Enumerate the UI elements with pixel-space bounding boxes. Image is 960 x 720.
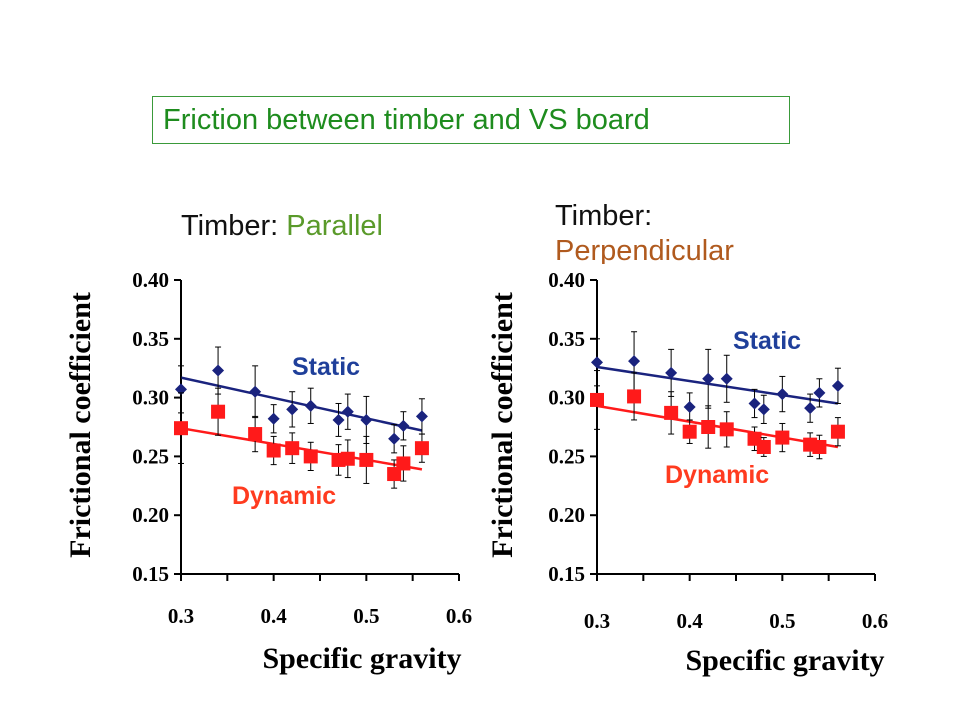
data-point: [702, 372, 715, 385]
data-point: [775, 430, 790, 445]
data-point: [397, 419, 410, 432]
slide-title: Friction between timber and VS board: [152, 96, 790, 144]
data-point: [340, 451, 355, 466]
y-tick-label: 0.40: [548, 268, 585, 292]
x-tick-label: 0.6: [862, 609, 888, 633]
data-point: [776, 388, 789, 401]
data-point: [830, 424, 845, 439]
data-point: [804, 402, 817, 415]
data-point: [285, 441, 300, 456]
data-point: [304, 399, 317, 412]
data-point: [831, 379, 844, 392]
data-point: [591, 356, 603, 369]
data-point: [665, 366, 678, 379]
data-point: [701, 420, 716, 434]
y-tick-label: 0.30: [548, 386, 585, 410]
chart-panel-parallel: 0.15 0.20 0.25 0.30 0.35 0.40 0.3 0.4 0.5 0.6 Spec…: [64, 268, 472, 675]
y-tick-label: 0.25: [132, 444, 169, 468]
x-axis-label: Specific gravity: [262, 642, 461, 675]
x-tick-label: 0.3: [168, 604, 194, 628]
data-point: [286, 403, 299, 416]
data-point: [757, 403, 770, 416]
y-tick-label: 0.20: [132, 503, 169, 527]
data-point: [360, 413, 373, 426]
right-caption-value: Perpendicular: [555, 235, 734, 264]
data-point: [359, 452, 374, 467]
data-point: [590, 392, 604, 407]
y-tick-label: 0.35: [132, 327, 169, 351]
data-point: [174, 421, 188, 436]
data-point: [388, 432, 401, 445]
y-tick-label: 0.25: [548, 444, 585, 468]
data-point: [249, 385, 262, 398]
dynamic-series-label: Dynamic: [232, 482, 336, 510]
static-series-label: Static: [292, 353, 360, 381]
data-point: [266, 443, 281, 458]
trend-line: [596, 365, 839, 405]
x-tick-label: 0.4: [261, 604, 288, 628]
data-point: [396, 456, 411, 471]
y-axis-label: Frictional coefficient: [486, 292, 519, 558]
data-point: [212, 364, 225, 377]
y-axis-label: Frictional coefficient: [64, 292, 97, 558]
left-caption-value: Parallel: [286, 210, 383, 242]
data-point: [683, 401, 696, 414]
trend-line: [180, 426, 423, 471]
data-point: [332, 413, 345, 426]
left-caption-prefix: Timber:: [181, 210, 287, 242]
y-tick-label: 0.35: [548, 327, 585, 351]
right-caption-prefix: Timber:: [555, 200, 653, 232]
data-point: [748, 397, 761, 410]
data-point: [303, 449, 318, 464]
data-point: [415, 410, 428, 423]
x-tick-label: 0.5: [353, 604, 379, 628]
data-point: [387, 467, 402, 482]
data-point: [414, 441, 429, 456]
y-tick-label: 0.15: [548, 562, 585, 586]
data-point: [211, 404, 226, 419]
series-static: [175, 346, 428, 454]
data-point: [175, 383, 187, 396]
trend-line: [596, 404, 839, 449]
y-tick-label: 0.30: [132, 386, 169, 410]
series-static: [591, 331, 844, 424]
x-tick-label: 0.6: [446, 604, 472, 628]
data-point: [341, 405, 354, 418]
dynamic-series-label: Dynamic: [665, 461, 769, 489]
x-tick-label: 0.5: [769, 609, 795, 633]
x-tick-label: 0.3: [584, 609, 610, 633]
trend-line: [180, 376, 423, 432]
data-point: [756, 439, 771, 454]
y-tick-label: 0.20: [548, 503, 585, 527]
left-panel-caption: Timber: Parallel: [181, 210, 383, 243]
data-point: [628, 355, 641, 368]
data-point: [627, 389, 642, 404]
right-panel-caption: Timber: Perpendicular: [555, 200, 765, 264]
chart-panel-perpendicular: 0.15 0.20 0.25 0.30 0.35 0.40 0.3 0.4 0.5 0.6 Spec…: [486, 268, 888, 677]
x-tick-label: 0.4: [677, 609, 704, 633]
data-point: [682, 424, 697, 439]
data-point: [720, 372, 733, 385]
y-tick-label: 0.15: [132, 562, 169, 586]
data-point: [719, 422, 734, 437]
data-point: [664, 405, 679, 420]
x-axis-label: Specific gravity: [685, 644, 884, 677]
static-series-label: Static: [733, 327, 801, 355]
series-dynamic: [174, 387, 429, 489]
series-dynamic: [590, 370, 845, 460]
data-point: [813, 386, 826, 399]
data-point: [812, 439, 827, 454]
data-point: [248, 427, 263, 442]
data-point: [267, 412, 280, 425]
y-tick-label: 0.40: [132, 268, 169, 292]
